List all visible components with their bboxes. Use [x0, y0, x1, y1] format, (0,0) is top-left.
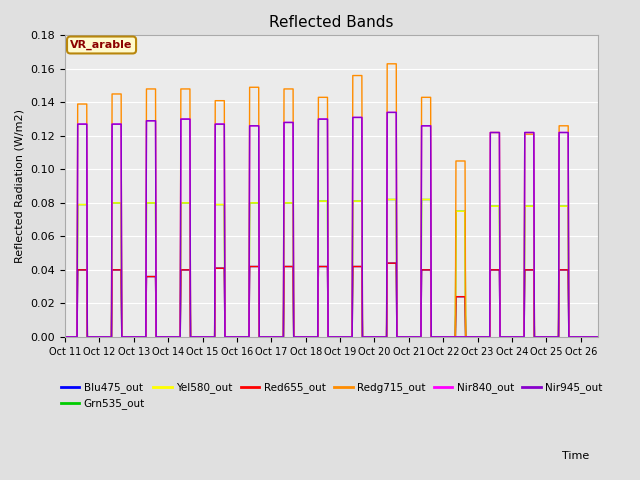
Blu475_out: [518, 334, 526, 340]
Blu475_out: [390, 260, 398, 266]
Blu475_out: [61, 334, 69, 340]
Nir840_out: [383, 109, 391, 115]
Blu475_out: [491, 267, 499, 273]
Nir945_out: [175, 334, 183, 340]
Nir945_out: [532, 334, 540, 340]
Grn535_out: [532, 334, 540, 340]
Grn535_out: [491, 204, 499, 209]
Nir945_out: [491, 130, 499, 135]
Nir945_out: [518, 334, 526, 340]
Nir840_out: [491, 130, 499, 135]
Yel580_out: [611, 334, 619, 340]
Red655_out: [360, 334, 368, 340]
Red655_out: [390, 260, 398, 266]
Red655_out: [611, 334, 619, 340]
Blu475_out: [611, 334, 619, 340]
Text: VR_arable: VR_arable: [70, 40, 132, 50]
Grn535_out: [383, 197, 391, 203]
Redg715_out: [518, 334, 526, 340]
Nir840_out: [390, 109, 398, 115]
Line: Nir840_out: Nir840_out: [65, 112, 615, 337]
Redg715_out: [360, 334, 368, 340]
Red655_out: [383, 260, 391, 266]
Red655_out: [175, 334, 183, 340]
Grn535_out: [390, 197, 398, 203]
Blu475_out: [175, 334, 183, 340]
Nir840_out: [61, 334, 69, 340]
Grn535_out: [175, 334, 183, 340]
Legend: Blu475_out, Grn535_out, Yel580_out, Red655_out, Redg715_out, Nir840_out, Nir945_: Blu475_out, Grn535_out, Yel580_out, Red6…: [56, 378, 607, 414]
Red655_out: [518, 334, 526, 340]
Nir945_out: [611, 334, 619, 340]
Line: Grn535_out: Grn535_out: [65, 200, 615, 337]
Line: Nir945_out: Nir945_out: [65, 112, 615, 337]
Y-axis label: Reflected Radiation (W/m2): Reflected Radiation (W/m2): [15, 109, 25, 263]
Yel580_out: [383, 197, 391, 203]
Redg715_out: [175, 334, 183, 340]
Nir840_out: [360, 334, 368, 340]
Redg715_out: [532, 334, 540, 340]
Nir945_out: [390, 109, 398, 115]
Redg715_out: [61, 334, 69, 340]
Redg715_out: [383, 61, 391, 67]
Nir945_out: [383, 109, 391, 115]
Nir840_out: [532, 334, 540, 340]
Redg715_out: [390, 61, 398, 67]
Title: Reflected Bands: Reflected Bands: [269, 15, 394, 30]
Blu475_out: [532, 334, 540, 340]
Redg715_out: [491, 130, 499, 135]
Grn535_out: [518, 334, 526, 340]
Nir840_out: [175, 334, 183, 340]
Nir840_out: [518, 334, 526, 340]
Yel580_out: [175, 334, 183, 340]
Yel580_out: [518, 334, 526, 340]
Line: Yel580_out: Yel580_out: [65, 200, 615, 337]
Blu475_out: [383, 260, 391, 266]
Line: Red655_out: Red655_out: [65, 263, 615, 337]
Nir945_out: [61, 334, 69, 340]
Grn535_out: [61, 334, 69, 340]
Yel580_out: [390, 197, 398, 203]
Text: Time: Time: [561, 451, 589, 461]
Yel580_out: [360, 334, 368, 340]
Yel580_out: [491, 204, 499, 209]
Grn535_out: [360, 334, 368, 340]
Grn535_out: [611, 334, 619, 340]
Yel580_out: [532, 334, 540, 340]
Red655_out: [61, 334, 69, 340]
Nir840_out: [611, 334, 619, 340]
Nir945_out: [360, 334, 368, 340]
Yel580_out: [61, 334, 69, 340]
Blu475_out: [360, 334, 368, 340]
Line: Blu475_out: Blu475_out: [65, 263, 615, 337]
Red655_out: [532, 334, 540, 340]
Line: Redg715_out: Redg715_out: [65, 64, 615, 337]
Red655_out: [491, 267, 499, 273]
Redg715_out: [611, 334, 619, 340]
